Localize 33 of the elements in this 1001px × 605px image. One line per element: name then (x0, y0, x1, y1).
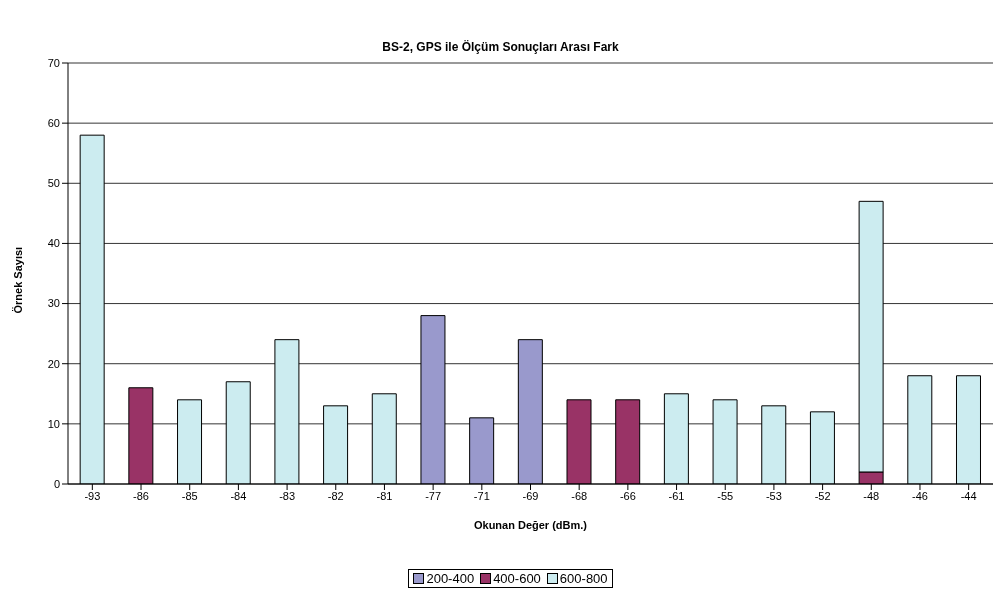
x-tick-label: -55 (717, 489, 734, 502)
x-tick-label: -84 (230, 489, 247, 502)
x-tick-label: -66 (619, 489, 636, 502)
x-tick-label: -48 (863, 489, 880, 502)
x-tick-label: -77 (425, 489, 442, 502)
chart-title: BS-2, GPS ile Ölçüm Sonuçları Arası Fark (381, 40, 620, 54)
legend-label: 400-600 (492, 571, 541, 586)
x-tick-label: -53 (765, 489, 782, 502)
y-tick-label: 0 (53, 477, 60, 490)
y-tick-label: 40 (47, 237, 60, 250)
y-tick-label: 50 (47, 177, 60, 190)
y-tick-label: 70 (47, 56, 60, 69)
y-axis-title: Örnek Sayısı (11, 246, 24, 314)
legend-label: 600-800 (558, 571, 608, 586)
legend-label: 200-400 (425, 571, 475, 586)
y-tick-label: 10 (47, 417, 60, 430)
x-tick-label: -52 (814, 489, 831, 502)
x-tick-label: -85 (181, 489, 198, 502)
y-tick-label: 30 (47, 297, 60, 310)
x-tick-label: -93 (84, 489, 101, 502)
x-tick-label: -44 (960, 489, 977, 502)
x-tick-label: -86 (133, 489, 149, 502)
y-tick-label: 60 (47, 117, 60, 130)
x-tick-label: -81 (376, 489, 393, 502)
x-tick-label: -82 (327, 489, 344, 502)
x-tick-label: -71 (473, 489, 490, 502)
x-tick-label: -46 (912, 489, 928, 502)
x-tick-label: -83 (279, 489, 296, 502)
x-tick-label: -61 (668, 489, 685, 502)
x-tick-label: -68 (571, 489, 588, 502)
x-axis-title: Okunan Değer (dBm.) (473, 519, 588, 531)
x-tick-label: -69 (522, 489, 539, 502)
y-tick-label: 20 (47, 357, 60, 370)
